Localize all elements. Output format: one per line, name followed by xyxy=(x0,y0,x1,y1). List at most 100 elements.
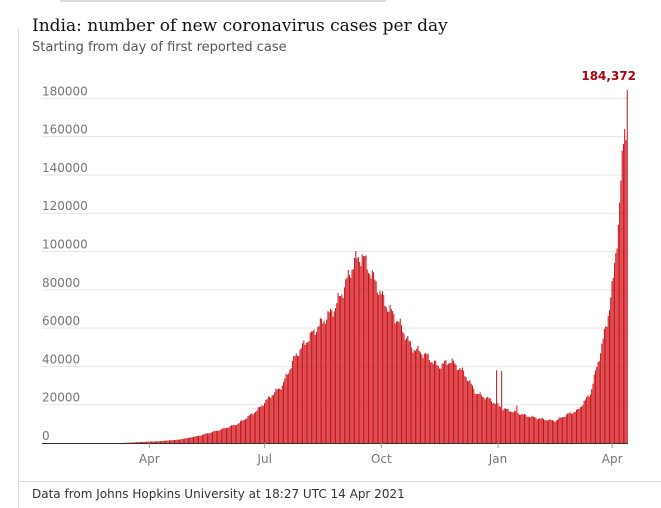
bar xyxy=(194,437,195,443)
bar xyxy=(256,411,257,443)
bar xyxy=(185,438,186,443)
bar xyxy=(579,409,580,443)
bar xyxy=(530,417,531,443)
bar xyxy=(320,318,321,443)
bar xyxy=(499,406,500,443)
y-axis-ticks: 1800001600001400001200001000008000060000… xyxy=(42,84,88,443)
bar xyxy=(204,434,205,443)
bar xyxy=(617,248,618,443)
bar xyxy=(500,407,501,443)
bar xyxy=(263,406,264,443)
x-tick-label: Jan xyxy=(488,452,508,466)
bar xyxy=(501,371,502,443)
bar xyxy=(354,258,355,443)
bar xyxy=(434,361,435,443)
bar xyxy=(480,392,481,443)
bar xyxy=(447,365,448,443)
bar xyxy=(158,441,159,443)
bar xyxy=(573,412,574,443)
bar xyxy=(450,363,451,443)
bar xyxy=(255,412,256,443)
bar xyxy=(585,399,586,443)
bar xyxy=(613,278,614,443)
bar xyxy=(189,438,190,443)
bar xyxy=(549,419,550,443)
bar xyxy=(392,311,393,443)
bar xyxy=(598,362,599,443)
bar xyxy=(490,398,491,443)
bar xyxy=(229,427,230,443)
y-tick-label: 120000 xyxy=(42,199,88,213)
y-tick-label: 60000 xyxy=(42,314,80,328)
bar xyxy=(234,425,235,443)
bar xyxy=(164,441,165,443)
bar xyxy=(278,389,279,443)
bar xyxy=(192,437,193,443)
bar xyxy=(568,413,569,443)
bar xyxy=(565,417,566,443)
bar xyxy=(532,416,533,443)
bar xyxy=(440,369,441,443)
bar xyxy=(438,366,439,443)
bar xyxy=(618,225,619,443)
bar xyxy=(258,407,259,443)
bar xyxy=(428,354,429,443)
bar xyxy=(244,420,245,443)
bar xyxy=(240,421,241,443)
bar xyxy=(535,418,536,443)
bar xyxy=(442,364,443,443)
bar xyxy=(495,404,496,443)
bar xyxy=(544,420,545,443)
bar xyxy=(363,256,364,443)
bar xyxy=(605,326,606,443)
bar xyxy=(365,255,366,443)
bar xyxy=(548,420,549,443)
bar xyxy=(144,442,145,443)
bar xyxy=(600,353,601,443)
bar xyxy=(406,338,407,443)
bar xyxy=(444,361,445,443)
bar xyxy=(521,414,522,443)
bar xyxy=(283,382,284,443)
bar xyxy=(178,440,179,443)
bar xyxy=(566,415,567,443)
bar xyxy=(288,373,289,443)
bar xyxy=(614,263,615,443)
bar xyxy=(307,342,308,443)
bar xyxy=(405,340,406,443)
bar xyxy=(277,390,278,443)
bar xyxy=(151,442,152,444)
bar xyxy=(190,437,191,443)
bar xyxy=(379,291,380,443)
bar xyxy=(619,203,620,443)
bar xyxy=(227,428,228,443)
bar xyxy=(485,399,486,443)
bar xyxy=(315,335,316,443)
y-tick-label: 100000 xyxy=(42,238,88,252)
bar xyxy=(306,343,307,443)
bar xyxy=(402,332,403,443)
bar xyxy=(272,396,273,444)
bar xyxy=(232,425,233,443)
bar xyxy=(275,389,276,443)
bar xyxy=(248,416,249,443)
bar xyxy=(291,368,292,443)
bar xyxy=(294,356,295,443)
bar xyxy=(409,341,410,443)
bar xyxy=(368,273,369,443)
footer-rule xyxy=(18,481,661,482)
bar xyxy=(502,410,503,443)
bar xyxy=(407,336,408,443)
bar xyxy=(182,439,183,443)
bar xyxy=(586,397,587,443)
bar xyxy=(378,295,379,443)
bar xyxy=(524,414,525,443)
bar xyxy=(310,333,311,443)
bar xyxy=(528,417,529,443)
bar xyxy=(187,438,188,443)
bar xyxy=(606,327,607,443)
bar xyxy=(246,418,247,443)
bar xyxy=(353,269,354,443)
bar xyxy=(173,440,174,443)
